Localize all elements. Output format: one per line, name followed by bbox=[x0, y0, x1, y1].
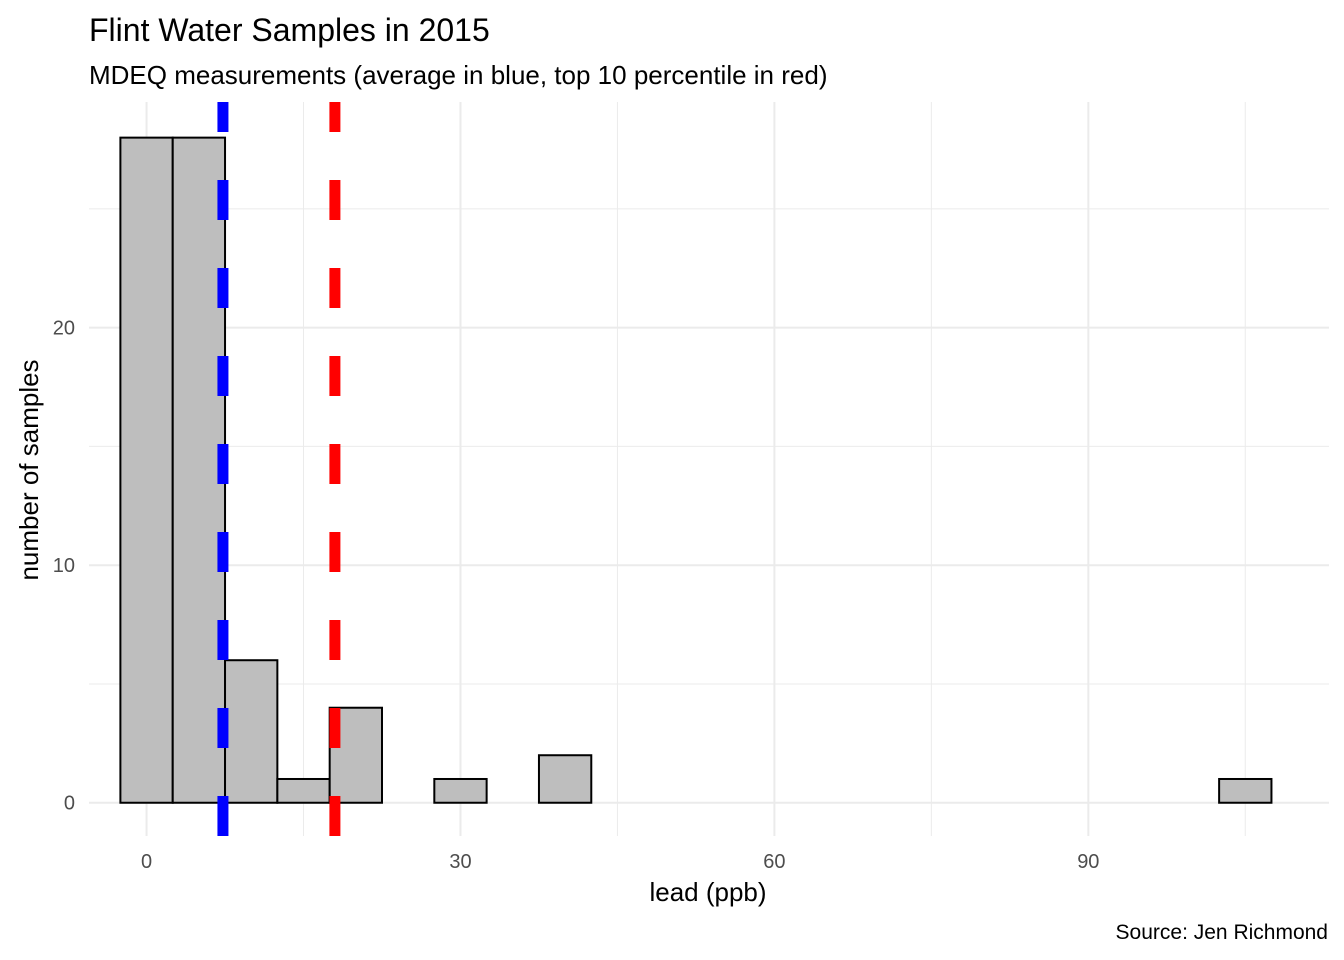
histogram-bar bbox=[224, 659, 279, 804]
chart-title: Flint Water Samples in 2015 bbox=[89, 12, 490, 48]
x-tick-label: 0 bbox=[141, 851, 152, 873]
reference-lines bbox=[217, 102, 341, 836]
y-tick-label: 0 bbox=[64, 793, 75, 815]
y-axis-title: number of samples bbox=[14, 359, 44, 580]
chart-subtitle: MDEQ measurements (average in blue, top … bbox=[89, 60, 828, 90]
y-tick-label: 20 bbox=[53, 318, 75, 340]
chart-caption: Source: Jen Richmond bbox=[1115, 921, 1328, 944]
x-tick-label: 30 bbox=[449, 851, 471, 873]
x-tick-label: 60 bbox=[763, 851, 785, 873]
x-tick-label: 90 bbox=[1077, 851, 1099, 873]
histogram-bar bbox=[171, 136, 227, 804]
histogram-bar bbox=[433, 777, 488, 804]
y-tick-label: 10 bbox=[53, 555, 75, 577]
histogram-bar bbox=[276, 777, 331, 804]
histogram-bar bbox=[537, 754, 593, 804]
axis-tick-labels: 0 10 20 0 30 60 90 bbox=[53, 318, 1100, 873]
histogram-bar bbox=[1218, 777, 1273, 804]
x-axis-title: lead (ppb) bbox=[649, 877, 766, 907]
histogram-bar bbox=[119, 136, 174, 804]
histogram-bars bbox=[119, 136, 1273, 804]
